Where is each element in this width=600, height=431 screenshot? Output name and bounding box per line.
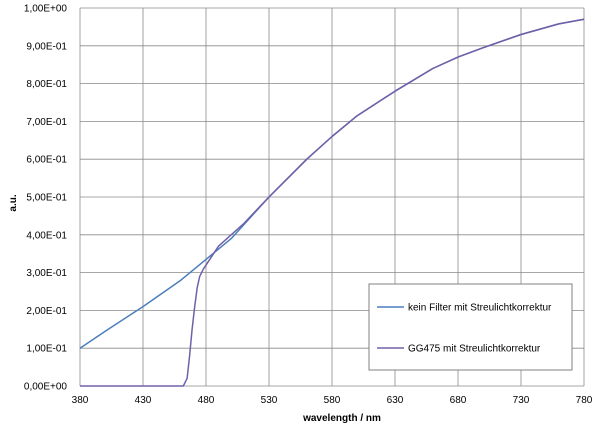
y-tick-label: 9,00E-01 [26, 41, 67, 52]
y-tick-label: 0,00E+00 [24, 382, 68, 393]
x-tick-label: 480 [198, 395, 215, 406]
y-tick-label: 5,00E-01 [26, 193, 67, 204]
x-tick-label: 580 [324, 395, 341, 406]
y-tick-label: 6,00E-01 [26, 155, 67, 166]
x-tick-label: 680 [450, 395, 467, 406]
x-axis-title: wavelength / nm [302, 413, 381, 424]
x-tick-label: 630 [387, 395, 404, 406]
grid-lines [79, 7, 585, 387]
x-tick-label: 380 [72, 395, 89, 406]
y-tick-label: 1,00E-01 [26, 344, 67, 355]
series-line-1 [80, 18, 585, 387]
x-tick-label: 730 [513, 395, 530, 406]
y-tick-label: 4,00E-01 [26, 230, 67, 241]
y-tick-label: 8,00E-01 [26, 79, 67, 90]
x-tick-label: 780 [576, 395, 593, 406]
y-tick-label: 1,00E+00 [24, 4, 68, 15]
x-tick-label: 430 [135, 395, 152, 406]
legend-box [368, 283, 573, 371]
legend-label-kein-filter: kein Filter mit Streulichtkorrektur [408, 303, 552, 314]
y-axis-title: a.u. [8, 194, 19, 211]
y-tick-label: 2,00E-01 [26, 306, 67, 317]
x-tick-labels: 380 430 480 530 580 630 680 730 780 [72, 395, 593, 406]
legend: kein Filter mit Streulichtkorrektur GG47… [368, 283, 573, 371]
y-tick-label: 3,00E-01 [26, 268, 67, 279]
legend-label-gg475: GG475 mit Streulichtkorrektur [408, 344, 541, 355]
series-lines [79, 18, 585, 387]
x-tick-label: 530 [261, 395, 278, 406]
y-tick-labels: 0,00E+00 1,00E-01 2,00E-01 3,00E-01 4,00E-01… [24, 4, 68, 393]
y-tick-label: 7,00E-01 [26, 117, 67, 128]
